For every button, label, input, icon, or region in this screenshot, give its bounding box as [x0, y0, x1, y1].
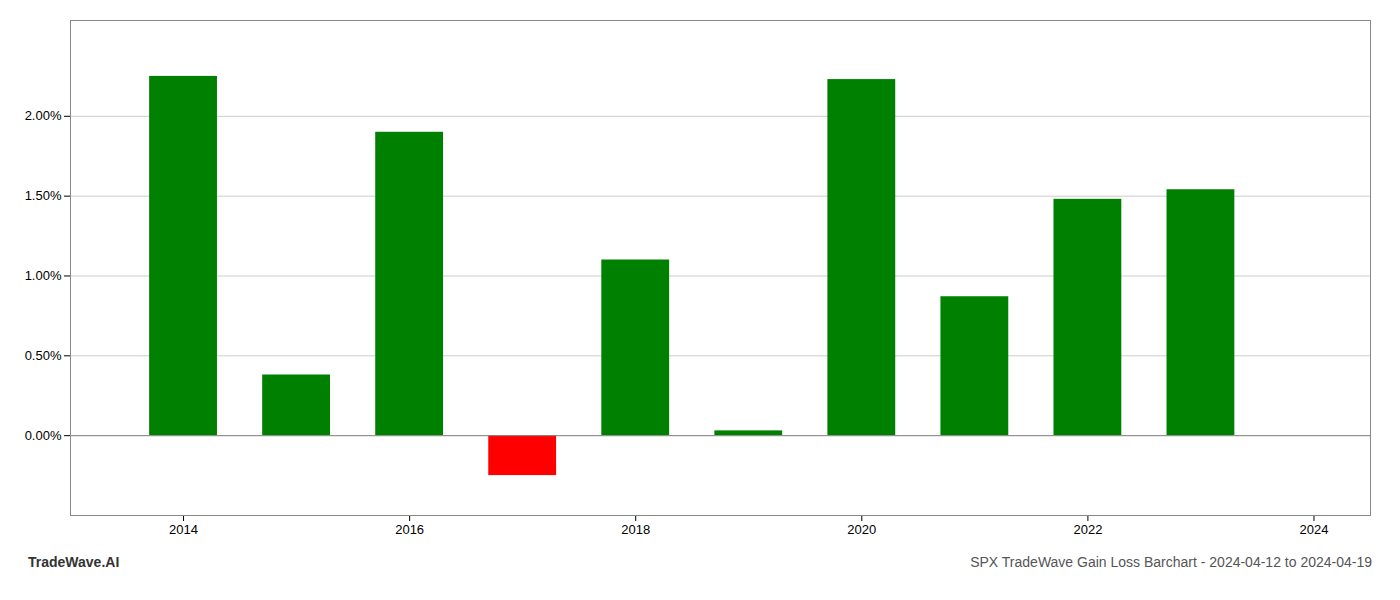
- svg-text:2024: 2024: [1300, 522, 1329, 537]
- svg-text:2022: 2022: [1073, 522, 1102, 537]
- svg-text:1.50%: 1.50%: [25, 188, 62, 203]
- html-text:SPX TradeWave Gain Loss Barcha: SPX TradeWave Gain Loss Barchart - 2024-…: [970, 554, 1372, 570]
- svg-text:1.00%: 1.00%: [25, 268, 62, 283]
- svg-text:0.00%: 0.00%: [25, 428, 62, 443]
- svg-text:2020: 2020: [847, 522, 876, 537]
- html-text:TradeWave.AI: TradeWave.AI: [28, 554, 120, 570]
- svg-text:2.00%: 2.00%: [25, 108, 62, 123]
- svg-text:2014: 2014: [169, 522, 198, 537]
- svg-text:2018: 2018: [621, 522, 650, 537]
- svg-text:2016: 2016: [395, 522, 424, 537]
- svg-text:0.50%: 0.50%: [25, 348, 62, 363]
